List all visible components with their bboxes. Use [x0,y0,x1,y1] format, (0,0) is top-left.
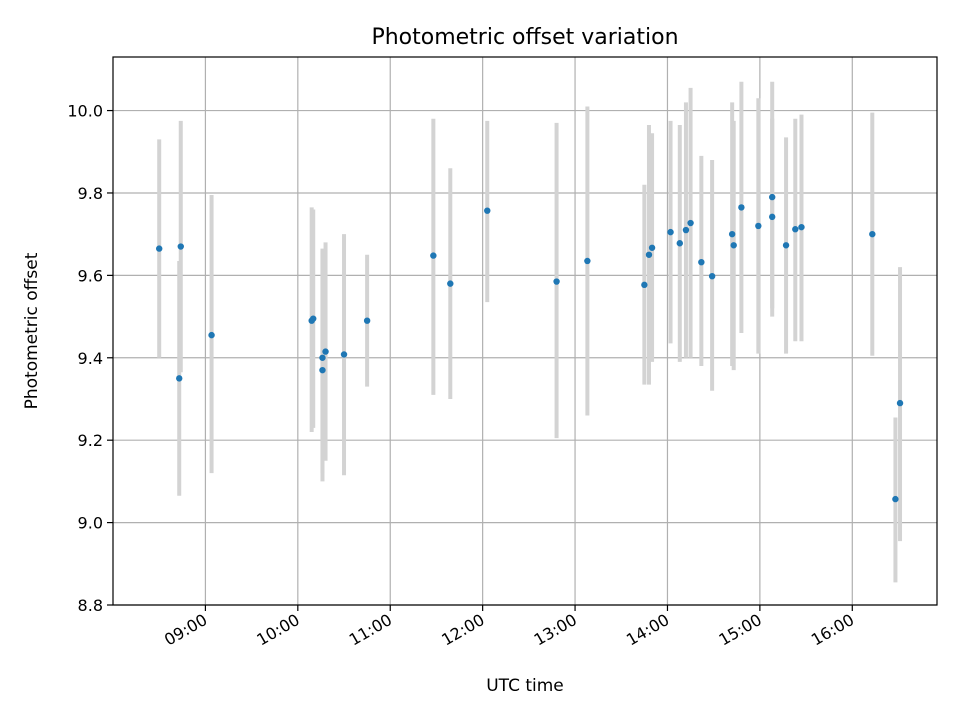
data-point [869,230,876,238]
data-point [340,351,348,358]
data-point [730,242,737,249]
y-axis-label: Photometric offset [22,252,42,409]
chart-title: Photometric offset variation [371,25,678,50]
data-point [156,245,163,252]
data-point [176,375,183,382]
data-point [645,251,653,258]
data-point [447,280,454,287]
data-point [584,257,591,265]
data-point [769,193,776,201]
y-tick-label: 9.8 [78,184,103,203]
data-point [792,226,799,233]
data-points [156,193,904,503]
data-point [319,354,326,361]
data-point [322,348,329,355]
y-tick-label: 9.2 [78,431,103,450]
data-point [363,317,371,324]
x-axis-label: UTC time [486,676,564,696]
y-tick-label: 10.0 [67,102,103,121]
data-point [738,204,745,211]
y-tick-label: 9.6 [78,266,103,285]
y-tick-label: 9.0 [78,514,103,533]
data-point [896,399,904,407]
data-point [667,228,674,236]
plot-frame [112,56,938,606]
data-point [676,240,683,247]
data-point [728,230,736,238]
data-point [430,252,437,259]
data-point [782,242,790,249]
data-point [755,222,762,230]
data-point [769,213,776,221]
data-point [484,207,491,214]
data-point [798,223,805,231]
data-point [682,226,690,234]
data-point [177,243,184,250]
data-point [708,273,716,280]
y-tick-label: 8.8 [78,596,103,615]
data-point [892,495,899,503]
data-point [687,219,694,227]
y-tick-label: 9.4 [78,349,103,368]
data-point [319,366,326,374]
data-point [208,331,215,339]
y-axis-ticks: 8.8 9.0 9.2 9.4 9.6 9.8 10.0 [67,102,113,615]
data-point [641,281,648,289]
data-point [310,315,317,322]
data-point [698,258,705,266]
data-point [648,244,656,251]
data-point [553,278,560,285]
